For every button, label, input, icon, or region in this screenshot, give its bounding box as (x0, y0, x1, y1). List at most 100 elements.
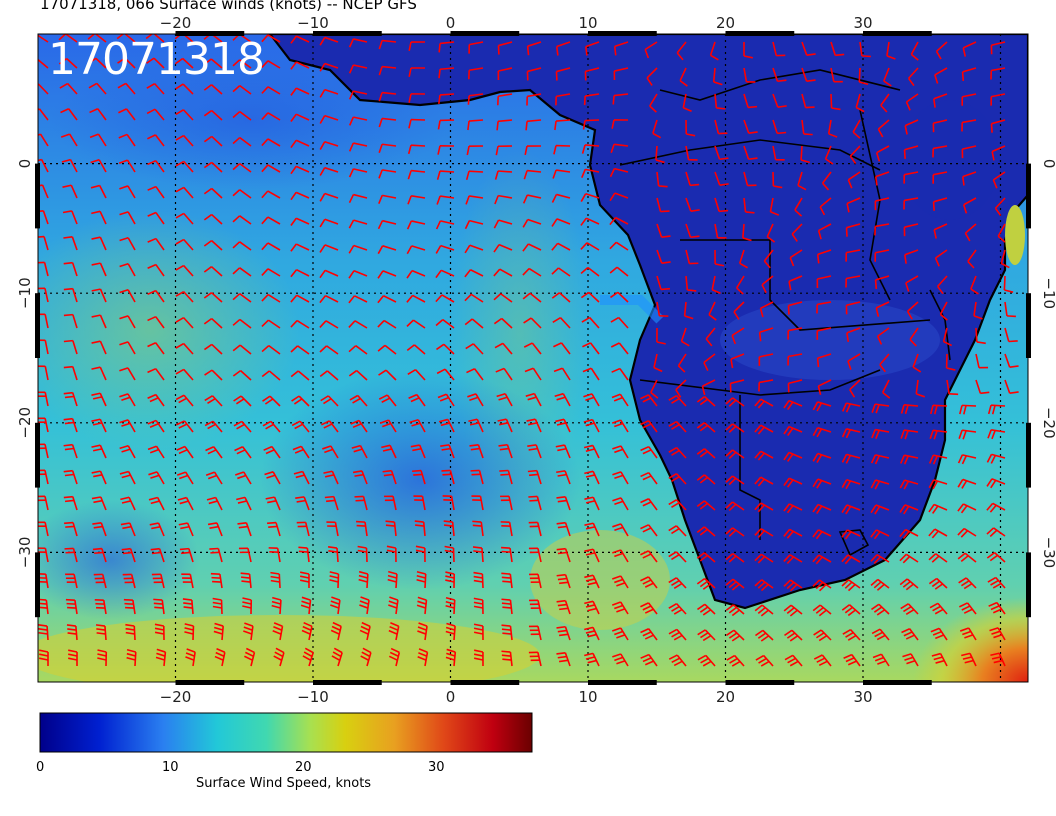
wind-barb (870, 504, 890, 515)
wind-barb (696, 396, 716, 407)
wind-barb (232, 344, 252, 355)
wind-barb (524, 145, 542, 156)
wind-barb (555, 41, 571, 56)
colorbar-label: Surface Wind Speed, knots (196, 776, 372, 791)
wind-barb (435, 294, 455, 303)
wind-barb (875, 301, 890, 317)
wind-barb (147, 445, 165, 459)
wind-barb (930, 627, 948, 641)
wind-barb (610, 342, 629, 355)
wind-barb (677, 353, 687, 373)
wind-barb (438, 67, 455, 79)
wind-barb (933, 93, 948, 108)
wind-barb (696, 526, 716, 537)
wind-barb (290, 217, 310, 226)
wind-barb (90, 184, 107, 199)
wind-barb (841, 504, 861, 515)
wind-barb (147, 341, 165, 355)
wind-barb (324, 495, 339, 511)
wind-barb (609, 167, 629, 178)
bottom-lon-label: 20 (716, 688, 735, 706)
wind-barb (959, 627, 977, 641)
wind-barb (261, 319, 281, 329)
wind-barb (725, 397, 745, 407)
wind-barb (290, 268, 310, 278)
wind-barb (551, 242, 571, 251)
wind-barb (262, 395, 281, 407)
wind-barb (554, 392, 571, 407)
wind-barb (580, 242, 600, 251)
wind-barb (467, 93, 484, 105)
wind-barb (522, 243, 542, 252)
wind-barb (175, 394, 194, 407)
wind-barb (348, 142, 368, 152)
wind-barb (63, 339, 78, 355)
wind-barb (378, 369, 397, 381)
wind-barb (97, 649, 108, 667)
top-lon-label: 10 (578, 14, 597, 32)
wind-barb (583, 393, 600, 407)
wind-barb (408, 118, 426, 129)
wind-barb (117, 82, 136, 95)
wind-barb (290, 243, 310, 252)
wind-barb (501, 650, 513, 667)
wind-barb (551, 267, 571, 277)
wind-barb (552, 169, 571, 179)
wind-barb (290, 319, 310, 329)
wind-barb (436, 170, 455, 180)
colorbar-tick-0: 0 (36, 760, 45, 775)
wind-barb (903, 223, 919, 237)
wind-barb (63, 236, 78, 251)
wind-barb (91, 418, 107, 433)
wind-barb (525, 119, 542, 131)
wind-barb (496, 392, 513, 407)
wind-barb (319, 192, 339, 202)
wind-barb (816, 327, 832, 340)
wind-barb (526, 67, 542, 81)
wind-barb (415, 545, 426, 563)
wind-barb (175, 290, 194, 303)
wind-barb (91, 470, 107, 485)
wind-barb (359, 621, 371, 641)
wind-barb (816, 301, 832, 314)
wind-barb (443, 520, 455, 537)
wind-barb (812, 604, 832, 617)
wind-barb (348, 345, 368, 355)
wind-barb (712, 67, 723, 86)
wind-barb (556, 521, 571, 537)
wind-barb (63, 469, 78, 485)
wind-barb (987, 404, 1006, 415)
wind-barb (801, 93, 815, 109)
wind-barb (175, 160, 194, 173)
wind-barb (91, 496, 107, 511)
wind-barb (957, 454, 977, 465)
wind-barb (494, 170, 513, 180)
wind-barb (801, 41, 816, 56)
wind-barb (714, 145, 729, 161)
wind-barb (817, 379, 832, 395)
wind-barb (244, 647, 256, 667)
wind-barb (445, 571, 455, 589)
wind-barb (290, 113, 310, 122)
wind-barb (38, 339, 49, 355)
wind-barb (38, 623, 49, 641)
wind-barb (322, 445, 339, 459)
wind-barb (612, 497, 629, 511)
wind-barb (63, 391, 78, 407)
wind-barb (358, 570, 369, 589)
wind-barb (928, 553, 948, 563)
wind-barb (407, 195, 426, 205)
wind-barb (933, 223, 948, 239)
wind-barb (88, 82, 107, 95)
wind-barb (584, 574, 600, 589)
wind-barb (493, 317, 513, 329)
wind-barb (655, 145, 665, 164)
wind-barb (147, 315, 165, 329)
wind-barb (846, 327, 861, 342)
wind-barb (290, 345, 310, 355)
wind-barb (63, 495, 78, 511)
wind-barb (975, 379, 990, 395)
wind-barb (1004, 327, 1018, 343)
wind-barb (261, 60, 281, 69)
wind-barb (758, 327, 774, 342)
